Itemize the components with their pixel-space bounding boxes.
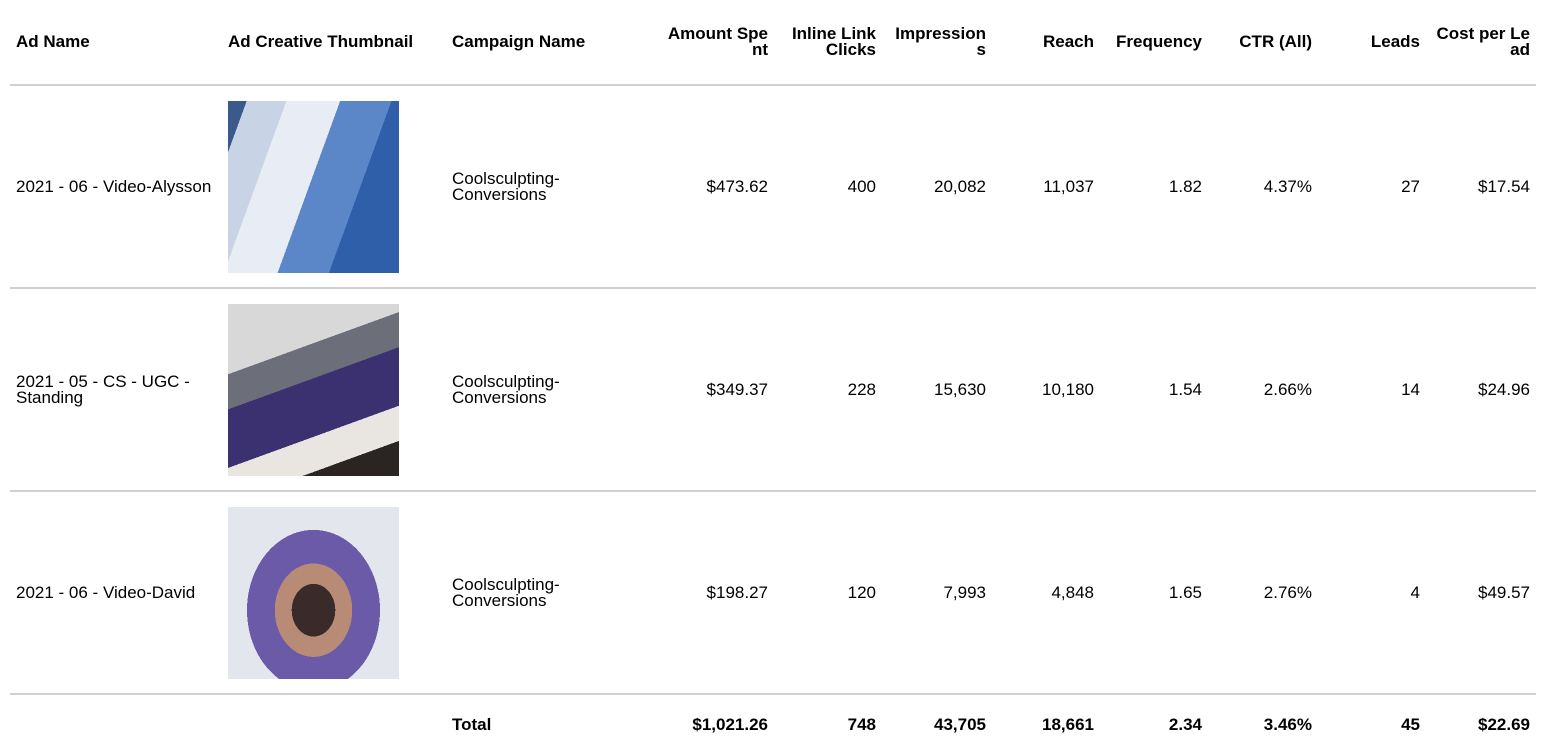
column-header: Frequency [1100,0,1208,86]
empty-cell [222,694,446,751]
total-label: Total [452,715,492,734]
table-row: 2021 - 05 - CS - UGC - Standing Coolsculp… [10,288,1536,492]
metric-cell: 228 [774,288,882,492]
metric-cell: 2.76% [1208,491,1318,695]
ad-name: 2021 - 06 - Video-David [10,491,222,695]
ad-name: 2021 - 06 - Video-Alysson [10,85,222,289]
metric-cell: 10,180 [992,288,1100,492]
metric-cell: 20,082 [882,85,992,289]
header-row: Ad Name Ad Creative Thumbnail Campaign Nam… [10,0,1536,86]
empty-cell [10,694,222,751]
table-body: 2021 - 06 - Video-Alysson Coolsculpting-C… [10,85,1536,751]
metric-cell: 400 [774,85,882,289]
column-header: CTR (All) [1208,0,1318,86]
report-table: Ad Name Ad Creative Thumbnail Campaign Nam… [10,0,1536,751]
column-header: Ad Name [10,0,222,86]
thumbnail-cell [222,491,446,695]
total-metric: 43,705 [934,715,986,734]
table-row: 2021 - 06 - Video-David Coolsculpting-Con… [10,491,1536,695]
column-header: Impressions [882,0,992,86]
total-metric: $1,021.26 [692,715,768,734]
total-metric: 748 [847,715,876,734]
campaign-name: Coolsculpting-Conversions [446,85,660,289]
metric-cell: 14 [1318,288,1426,492]
metric-cell: 4,848 [992,491,1100,695]
total-metric: 45 [1401,715,1420,734]
campaign-name: Coolsculpting-Conversions [446,288,660,492]
metric-cell: 4 [1318,491,1426,695]
metric-cell: $473.62 [660,85,774,289]
table-row: 2021 - 06 - Video-Alysson Coolsculpting-C… [10,85,1536,289]
metric-cell: 1.54 [1100,288,1208,492]
metric-cell: $349.37 [660,288,774,492]
total-metric: 18,661 [1042,715,1094,734]
ad-name: 2021 - 05 - CS - UGC - Standing [10,288,222,492]
thumbnail-cell [222,288,446,492]
total-metric: 3.46% [1263,715,1312,734]
total-metric: $22.69 [1478,715,1530,734]
column-header: Campaign Name [446,0,660,86]
metric-cell: 4.37% [1208,85,1318,289]
metric-cell: 1.82 [1100,85,1208,289]
thumbnail [228,303,399,476]
metric-cell: 1.65 [1100,491,1208,695]
column-header: Leads [1318,0,1426,86]
column-header: Reach [992,0,1100,86]
metric-cell: 2.66% [1208,288,1318,492]
metric-cell: 120 [774,491,882,695]
thumbnail-cell [222,85,446,289]
column-header: Cost per Lead [1426,0,1536,86]
table-header: Ad Name Ad Creative Thumbnail Campaign Nam… [10,0,1536,86]
column-header: Amount Spent [660,0,774,86]
total-row: Total $1,021.26 748 43,705 18,661 2.34 3.46% 45… [10,694,1536,751]
metric-cell: $24.96 [1426,288,1536,492]
metric-cell: 15,630 [882,288,992,492]
metric-cell: 27 [1318,85,1426,289]
campaign-name: Coolsculpting-Conversions [446,491,660,695]
total-metric: 2.34 [1168,715,1202,734]
metric-cell: $49.57 [1426,491,1536,695]
metric-cell: $17.54 [1426,85,1536,289]
column-header: Ad Creative Thumbnail [222,0,446,86]
metric-cell: 11,037 [992,85,1100,289]
thumbnail [228,100,399,273]
metric-cell: 7,993 [882,491,992,695]
column-header: Inline Link Clicks [774,0,882,86]
thumbnail [228,506,399,679]
metric-cell: $198.27 [660,491,774,695]
